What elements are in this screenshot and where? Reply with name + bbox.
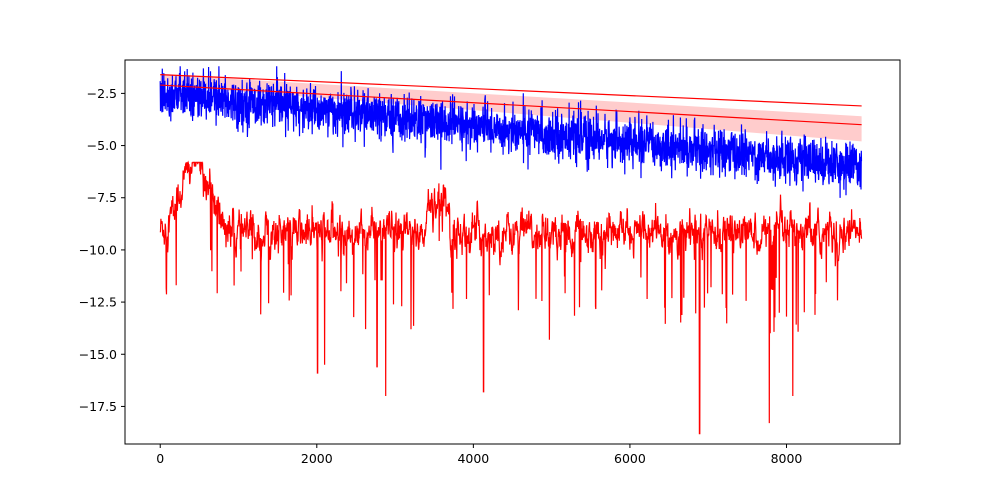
lower-trend-line (160, 84, 862, 126)
x-axis-ticks: 0 2000 4000 6000 8000 (156, 444, 802, 466)
blue-noisy-series-line (159, 66, 863, 198)
x-tick-label: 8000 (771, 451, 803, 466)
y-axis-ticks: −2.5 −5.0 −7.5 −10.0 −12.5 −15.0 −17.5 (79, 86, 125, 414)
y-tick-label: −2.5 (87, 86, 117, 101)
x-tick-label: 2000 (301, 451, 333, 466)
red-noisy-series-line (159, 160, 863, 435)
y-tick-label: −5.0 (87, 138, 117, 153)
x-tick-label: 4000 (457, 451, 489, 466)
y-tick-label: −7.5 (87, 190, 117, 205)
x-tick-label: 0 (156, 451, 164, 466)
y-tick-label: −12.5 (79, 295, 117, 310)
upper-trend-line (160, 74, 862, 107)
series-layer (159, 66, 863, 435)
y-tick-label: −15.0 (79, 347, 117, 362)
y-tick-label: −10.0 (79, 242, 117, 257)
plot-frame (124, 59, 901, 445)
y-tick-label: −17.5 (79, 399, 117, 414)
x-tick-label: 6000 (614, 451, 646, 466)
